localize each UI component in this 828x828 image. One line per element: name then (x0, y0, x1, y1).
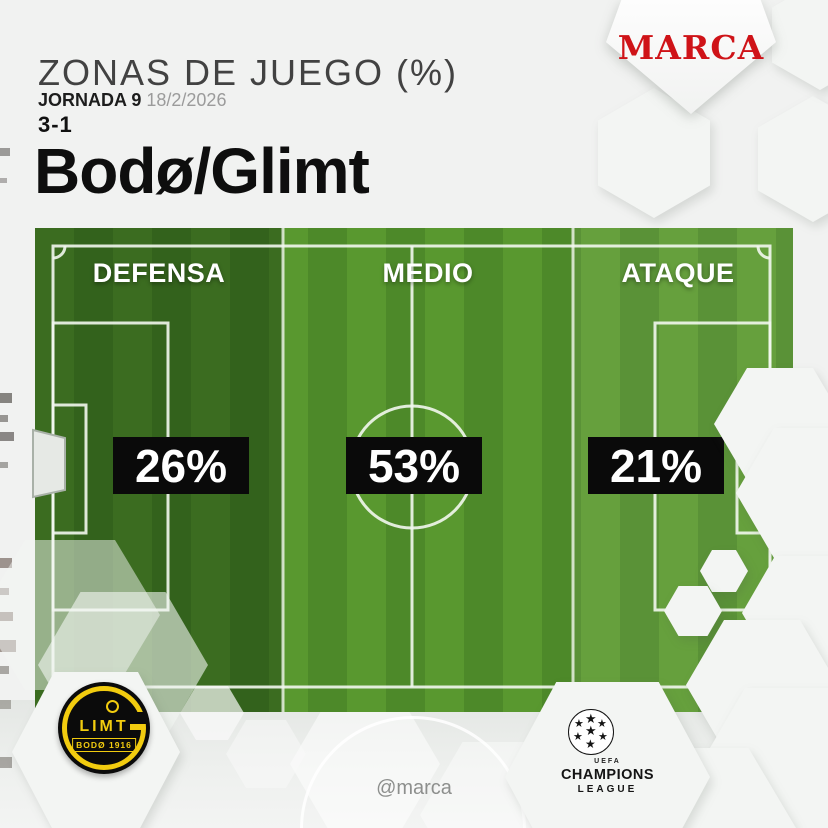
starball-icon: ★ ★ ★ ★ ★ ★ ★ (568, 709, 614, 755)
marca-logo: MARCA (617, 28, 765, 67)
artifact (0, 666, 9, 674)
hexagon-decoration (664, 586, 722, 636)
left-goal (32, 428, 66, 499)
team-name: Bodø/Glimt (34, 135, 370, 207)
artifact (0, 700, 11, 709)
zone-value-defensa: 26% (113, 437, 249, 494)
artifact (0, 178, 7, 183)
artifact (0, 757, 12, 768)
crest-ball-icon (105, 700, 119, 714)
hexagon-decoration (736, 428, 828, 558)
hexagon-decoration (758, 96, 828, 222)
crest-initials: LIMT (79, 718, 129, 735)
artifact (0, 558, 12, 568)
league-label: LEAGUE (577, 784, 638, 795)
zone-value-ataque: 21% (588, 437, 724, 494)
uefa-label: UEFA (594, 758, 621, 765)
artifact (0, 415, 8, 422)
hexagon-decoration (226, 720, 306, 788)
hexagon-decoration (290, 700, 440, 828)
zone-label-medio: MEDIO (382, 258, 474, 288)
artifact (0, 462, 8, 468)
crest-banner: BODØ 1916 (72, 738, 136, 752)
club-badge: LIMT BODØ 1916 (12, 672, 180, 828)
page-title: ZONAS DE JUEGO (%) (38, 52, 459, 93)
matchday-row: JORNADA 9 18/2/2026 (38, 90, 226, 111)
zone-label-defensa: DEFENSA (92, 258, 226, 288)
matchday-label: JORNADA 9 (38, 90, 142, 110)
champions-label: CHAMPIONS (560, 767, 655, 783)
artifact (0, 393, 12, 403)
zone-value-medio: 53% (346, 437, 482, 494)
zone-label-ataque: ATAQUE (621, 258, 735, 288)
bodo-glimt-crest: LIMT BODØ 1916 (58, 682, 150, 774)
artifact (0, 148, 10, 156)
hexagon-decoration (700, 550, 748, 592)
social-handle: @marca (376, 777, 452, 799)
champions-league-badge: ★ ★ ★ ★ ★ ★ ★ UEFA CHAMPIONS LEAGUE (505, 682, 710, 828)
marca-logo-badge: MARCA (606, 0, 776, 114)
match-date: 18/2/2026 (146, 90, 227, 110)
artifact (0, 432, 14, 441)
match-score: 3-1 (38, 112, 73, 137)
hexagon-decoration (772, 0, 828, 90)
hexagon-decoration (180, 686, 244, 740)
